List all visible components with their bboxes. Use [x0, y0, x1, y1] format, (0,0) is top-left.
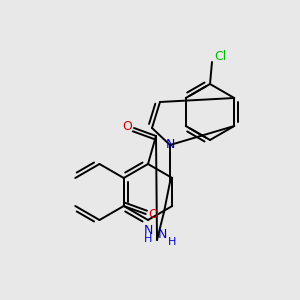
Text: O: O [148, 208, 158, 220]
Text: N: N [165, 139, 175, 152]
Text: O: O [122, 119, 132, 133]
Text: N: N [157, 229, 167, 242]
Text: H: H [168, 237, 176, 247]
Text: H: H [144, 234, 152, 244]
Text: N: N [143, 224, 153, 236]
Text: Cl: Cl [214, 50, 226, 64]
